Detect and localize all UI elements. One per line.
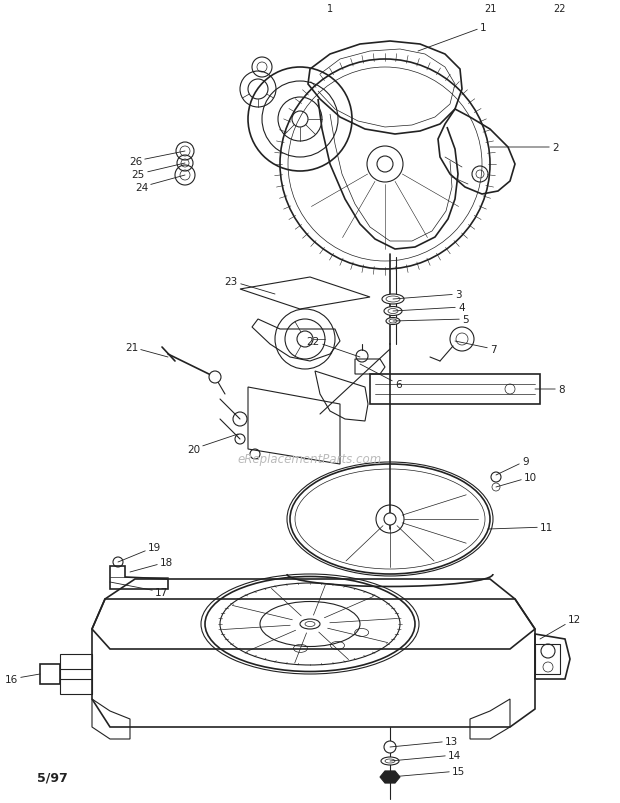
Text: 4: 4 <box>393 303 464 312</box>
Circle shape <box>209 372 221 384</box>
Text: 24: 24 <box>135 176 185 193</box>
Text: 23: 23 <box>224 277 275 295</box>
Text: 25: 25 <box>131 164 185 180</box>
Text: 21: 21 <box>125 343 168 357</box>
Text: 5: 5 <box>393 315 469 324</box>
Text: 15: 15 <box>390 766 465 777</box>
Text: 11: 11 <box>488 522 553 532</box>
Text: 18: 18 <box>130 557 173 573</box>
Polygon shape <box>380 771 400 783</box>
Text: 6: 6 <box>360 365 402 389</box>
Ellipse shape <box>384 307 402 316</box>
Text: 14: 14 <box>390 750 461 761</box>
Circle shape <box>384 513 396 525</box>
Ellipse shape <box>386 318 400 325</box>
Text: 12: 12 <box>540 614 581 639</box>
Text: 1: 1 <box>327 4 333 14</box>
Text: 22: 22 <box>307 336 360 357</box>
Text: 3: 3 <box>393 290 462 300</box>
Text: 1: 1 <box>418 23 487 52</box>
Text: 19: 19 <box>118 542 161 562</box>
Text: 22: 22 <box>554 4 566 14</box>
Text: 9: 9 <box>496 456 529 475</box>
Text: 10: 10 <box>496 472 537 487</box>
Text: 26: 26 <box>129 152 185 167</box>
Ellipse shape <box>382 295 404 304</box>
Text: 2: 2 <box>490 143 559 153</box>
Text: 8: 8 <box>535 385 565 394</box>
Text: 7: 7 <box>455 341 497 355</box>
Text: 17: 17 <box>110 582 168 597</box>
Text: eReplacementParts.com: eReplacementParts.com <box>238 453 382 466</box>
Text: 20: 20 <box>187 434 238 454</box>
Text: 13: 13 <box>390 736 458 747</box>
Circle shape <box>384 741 396 753</box>
Text: 16: 16 <box>5 675 40 684</box>
Circle shape <box>377 157 393 173</box>
Ellipse shape <box>381 757 399 765</box>
Text: 5/97: 5/97 <box>37 771 68 784</box>
Text: 21: 21 <box>484 4 496 14</box>
Circle shape <box>297 332 313 348</box>
